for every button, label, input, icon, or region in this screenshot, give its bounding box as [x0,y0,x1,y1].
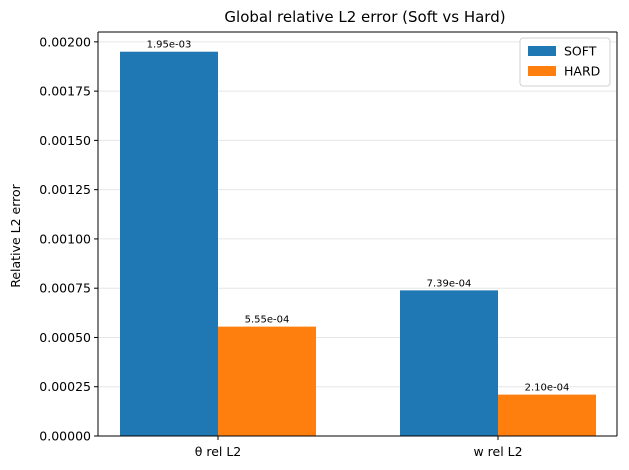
legend-label-soft: SOFT [564,44,597,59]
y-tick-label-8: 0.00200 [39,34,91,49]
x-tick-label-1: w rel L2 [473,444,522,459]
value-label-hard-0: 5.55e-04 [245,315,290,326]
bar-soft-1 [400,290,498,436]
y-tick-label-7: 0.00175 [39,84,91,99]
y-tick-label-5: 0.00125 [39,182,91,197]
legend-swatch-hard [528,66,556,76]
axes: 0.00000 0.00025 0.00050 0.00075 0.00100 0.001… [39,31,618,459]
value-labels: 1.95e-03 7.39e-04 5.55e-04 2.10e-04 [147,40,570,394]
legend-label-hard: HARD [564,64,600,79]
bar-hard-0 [218,326,316,436]
legend-swatch-soft [528,46,556,56]
value-label-soft-0: 1.95e-03 [147,40,192,51]
value-label-soft-1: 7.39e-04 [427,278,472,289]
y-tick-label-1: 0.00025 [39,379,91,394]
y-tick-label-3: 0.00075 [39,281,91,296]
y-tick-label-0: 0.00000 [39,429,91,444]
bar-hard-1 [498,394,596,436]
legend: SOFT HARD [519,37,611,87]
value-label-hard-1: 2.10e-04 [525,383,570,394]
y-axis-label: Relative L2 error [8,183,23,287]
x-tick-label-0: θ rel L2 [195,444,242,459]
bars [120,51,596,437]
y-tick-label-6: 0.00150 [39,133,91,148]
y-tick-label-2: 0.00050 [39,330,91,345]
chart-title: Global relative L2 error (Soft vs Hard) [224,8,505,26]
bar-soft-0 [120,51,218,437]
y-tick-label-4: 0.00100 [39,231,91,246]
